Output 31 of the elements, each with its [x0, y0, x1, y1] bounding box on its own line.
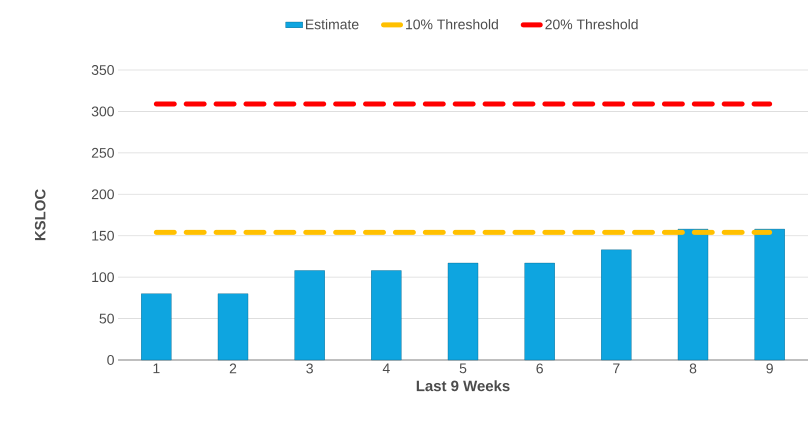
y-tick-label: 350: [92, 65, 114, 75]
x-tick-label: 9: [766, 364, 773, 374]
y-tick-label: 100: [92, 272, 114, 282]
bar: [371, 270, 402, 360]
x-tick-label: 3: [306, 364, 313, 374]
legend-label: Estimate: [306, 19, 358, 30]
y-tick-label: 250: [92, 148, 114, 158]
y-tick-label: 200: [92, 189, 114, 200]
x-tick-label: 6: [536, 364, 543, 374]
x-tick-label: 2: [230, 364, 236, 374]
x-tick-label: 5: [460, 364, 466, 374]
x-tick-label: 4: [382, 364, 390, 374]
x-tick-label: 1: [154, 364, 160, 374]
bar: [141, 294, 172, 360]
legend-label: 10% Threshold: [406, 19, 498, 30]
x-axis-title: Last 9 Weeks: [416, 380, 510, 392]
y-tick-label: 300: [92, 106, 114, 116]
bar: [294, 270, 325, 360]
bar: [448, 262, 478, 360]
bar: [678, 228, 708, 360]
legend-label: 20% Threshold: [545, 19, 638, 30]
y-axis-title: KSLOC: [34, 189, 46, 240]
x-tick-label: 8: [690, 364, 696, 374]
bar: [754, 228, 785, 360]
y-tick-label: 0: [107, 355, 114, 365]
bar: [524, 262, 555, 360]
bar: [601, 250, 632, 360]
x-tick-label: 7: [613, 364, 620, 374]
y-tick-label: 50: [100, 314, 114, 324]
y-tick-label: 150: [92, 230, 114, 241]
bar: [218, 294, 248, 360]
